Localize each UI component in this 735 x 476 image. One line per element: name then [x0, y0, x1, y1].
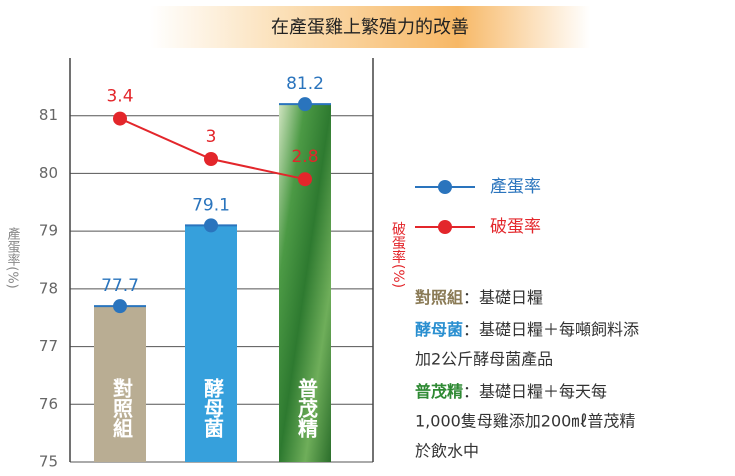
marker — [298, 97, 312, 112]
marker — [298, 172, 312, 187]
note-text: 於飲水中 — [415, 442, 479, 461]
bar — [279, 104, 331, 463]
note-label: 酵母菌 — [415, 320, 463, 339]
legend-marker — [438, 220, 452, 234]
note-label: 普茂精 — [415, 382, 463, 401]
bar-category: 普茂精 — [295, 377, 319, 439]
note-text: ：基礎日糧＋每噸飼料添 — [463, 320, 639, 339]
y2-axis-label: 破蛋率(%) — [390, 222, 406, 288]
y-tick-label: 78 — [39, 279, 58, 297]
y-tick-label: 77 — [39, 337, 58, 355]
legend-marker — [438, 180, 452, 194]
bar — [185, 225, 237, 462]
y-tick-label: 80 — [39, 164, 58, 182]
note: 酵母菌：基礎日糧＋每噸飼料添 — [415, 320, 639, 339]
y-tick-label: 79 — [39, 222, 58, 240]
value-label: 77.7 — [101, 276, 139, 296]
note-text: 1,000隻母雞添加200㎖普茂精 — [415, 412, 635, 431]
y-tick-label: 75 — [39, 453, 58, 471]
bar — [94, 306, 146, 462]
marker — [113, 299, 127, 314]
value-label: 3.4 — [106, 87, 133, 107]
note-text: ：基礎日糧＋每天每 — [463, 382, 607, 401]
marker — [113, 111, 127, 126]
value-label: 79.1 — [192, 195, 230, 215]
value-label: 81.2 — [286, 74, 324, 94]
legend-label: 破蛋率 — [490, 217, 541, 237]
legend-label: 產蛋率 — [490, 177, 541, 197]
marker — [204, 152, 218, 166]
note-text: ：基礎日糧 — [463, 288, 543, 307]
note: 對照組：基礎日糧 — [415, 288, 543, 307]
marker — [204, 218, 218, 233]
bar-category: 酵母菌 — [201, 378, 225, 439]
chart-title: 在產蛋雞上繁殖力的改善 — [271, 16, 469, 38]
note: 普茂精：基礎日糧＋每天每 — [415, 382, 607, 401]
title-band — [150, 6, 590, 48]
y-axis-label: 產蛋率(%) — [5, 227, 21, 289]
y-tick-label: 81 — [39, 106, 58, 124]
y-tick-label: 76 — [39, 395, 58, 413]
value-label: 2.8 — [291, 147, 318, 167]
note-text: 加2公斤酵母菌產品 — [415, 350, 553, 369]
note-label: 對照組 — [415, 288, 463, 307]
bar-category: 對照組 — [110, 378, 134, 438]
value-label: 3 — [206, 127, 217, 147]
